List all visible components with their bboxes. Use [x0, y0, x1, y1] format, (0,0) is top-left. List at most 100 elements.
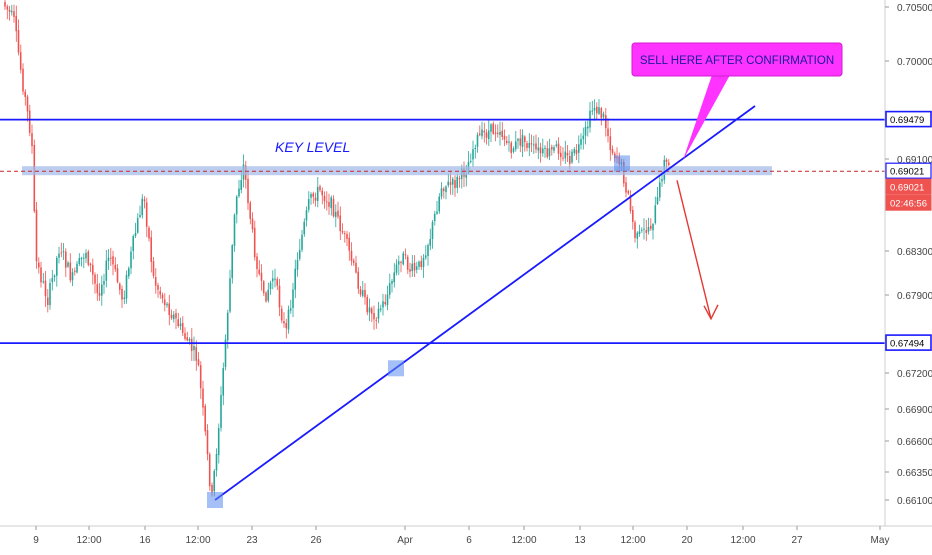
time-tick-label: 26: [310, 535, 322, 546]
candle-body: [632, 210, 634, 222]
candle-body: [107, 257, 110, 262]
candle-body: [193, 346, 195, 351]
candle: [487, 120, 490, 146]
candle: [634, 220, 636, 243]
candle: [125, 270, 128, 304]
candle-body: [375, 319, 377, 321]
candle: [301, 229, 303, 253]
key-level-band[interactable]: [22, 166, 772, 176]
candle-body: [361, 290, 364, 296]
candle: [668, 158, 670, 167]
candle-body: [578, 144, 580, 153]
candle: [438, 193, 440, 214]
candle: [78, 253, 81, 267]
candle: [312, 191, 314, 204]
candle: [454, 175, 456, 197]
candle-body: [373, 313, 375, 320]
candle: [319, 184, 321, 193]
candle: [591, 100, 594, 116]
annotation-callout[interactable]: SELL HERE AFTER CONFIRMATION: [631, 42, 843, 160]
candle: [503, 129, 506, 147]
candle: [605, 108, 607, 137]
candle-body: [134, 232, 137, 236]
candle-body: [103, 281, 105, 285]
candle: [296, 252, 299, 277]
candle-body: [256, 256, 258, 270]
trendline[interactable]: [214, 105, 756, 501]
candle: [177, 312, 179, 328]
candle: [580, 133, 582, 150]
candle-body: [431, 222, 434, 239]
candle-body: [262, 281, 265, 294]
candle: [350, 242, 353, 266]
candle: [404, 248, 407, 260]
candle: [197, 352, 200, 367]
candle-body: [645, 230, 648, 233]
candle: [253, 220, 256, 261]
candle: [13, 4, 15, 23]
candle-body: [485, 132, 488, 138]
candle: [456, 173, 458, 194]
time-tick-label: 12:00: [185, 535, 210, 546]
candle: [382, 293, 384, 316]
candle-body: [528, 142, 531, 148]
price-axis[interactable]: 0.70500 0.70000 0.69100 0.68300 0.67900 0.672…: [885, 3, 932, 507]
candle-body: [289, 308, 292, 311]
candle: [596, 102, 598, 121]
candle: [474, 144, 476, 159]
price-tick-label: 0.67900: [897, 291, 932, 302]
candle-body: [116, 268, 119, 283]
candle: [204, 403, 206, 436]
time-axis[interactable]: 9 12:00 16 12:00 23 26 Apr 6 12:00 13 12:00 20 12:00…: [33, 526, 889, 546]
candle: [411, 255, 413, 277]
candle-body: [121, 288, 123, 300]
candle-body: [35, 209, 38, 262]
candle: [406, 254, 409, 274]
candle: [163, 293, 166, 312]
candle-body: [602, 113, 605, 117]
candle-body: [202, 388, 204, 408]
candle: [494, 124, 497, 142]
candle-body: [87, 251, 90, 265]
candle: [269, 280, 272, 295]
candle: [323, 191, 326, 209]
candle: [271, 270, 274, 290]
candle: [409, 262, 411, 278]
candle: [199, 361, 202, 399]
candle: [330, 195, 332, 216]
candle-body: [316, 187, 319, 201]
candle: [535, 134, 537, 153]
candle: [562, 147, 564, 162]
candle-body: [656, 197, 659, 204]
candle: [87, 249, 90, 267]
candle: [557, 137, 560, 160]
candle-body: [505, 140, 508, 143]
candle: [170, 309, 173, 320]
price-tag-box: [885, 178, 932, 195]
candle-body: [442, 188, 445, 192]
candle-body: [546, 148, 549, 157]
candle-body: [478, 133, 481, 136]
candle: [40, 261, 42, 288]
candle-body: [535, 143, 537, 150]
candle: [136, 213, 139, 234]
candle: [370, 306, 373, 322]
candle: [251, 212, 254, 233]
candle-body: [420, 261, 422, 268]
candle: [92, 258, 94, 285]
candle: [283, 312, 285, 328]
candle: [6, 4, 9, 20]
annotation-pointer: [683, 75, 730, 160]
candle-body: [503, 135, 506, 140]
candle-body: [328, 202, 330, 207]
candle-body: [654, 205, 657, 223]
candle: [298, 238, 301, 261]
candle-body: [636, 232, 639, 239]
candle-body: [260, 272, 263, 281]
candle: [202, 380, 204, 416]
candle-body: [80, 257, 83, 259]
candle-body: [101, 284, 103, 296]
candle: [96, 274, 99, 301]
